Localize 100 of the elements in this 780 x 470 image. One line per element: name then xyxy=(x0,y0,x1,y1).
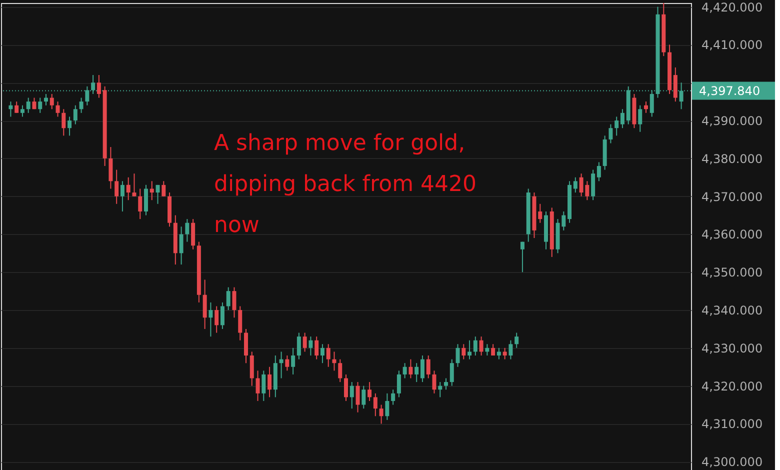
y-tick-label: 4,330.000 xyxy=(702,341,763,356)
candlestick xyxy=(591,169,596,201)
y-tick-label: 4,360.000 xyxy=(702,228,763,242)
candlestick xyxy=(150,180,154,201)
candlestick xyxy=(214,306,219,334)
candlestick xyxy=(420,355,424,383)
candlestick xyxy=(320,344,324,364)
y-tick-label: 4,310.000 xyxy=(702,417,763,432)
candlestick xyxy=(538,203,542,224)
candlestick xyxy=(250,351,254,386)
candlestick xyxy=(508,340,513,360)
candlestick xyxy=(391,389,396,406)
candlestick xyxy=(479,336,484,356)
candlestick xyxy=(326,344,330,368)
candlestick xyxy=(468,340,472,360)
candlestick xyxy=(296,332,301,360)
candlestick xyxy=(108,146,113,190)
candlestick xyxy=(96,74,101,98)
candlestick xyxy=(120,180,124,212)
candlestick xyxy=(362,385,366,410)
candlestick xyxy=(344,374,348,402)
candlestick xyxy=(444,378,448,390)
candlestick xyxy=(356,382,360,413)
candlestick xyxy=(268,366,272,398)
candlestick xyxy=(385,392,390,420)
candlestick xyxy=(68,116,72,136)
candlestick xyxy=(456,344,460,368)
candlestick xyxy=(138,188,142,220)
candlestick xyxy=(238,306,242,341)
candlestick xyxy=(473,336,478,356)
candlestick xyxy=(426,355,430,379)
candlestick xyxy=(226,286,230,311)
candlestick xyxy=(644,101,648,114)
candlestick xyxy=(332,351,336,372)
candlestick xyxy=(485,344,490,356)
y-tick-label: 4,390.000 xyxy=(702,114,763,128)
candlestick xyxy=(79,97,84,114)
candlestick xyxy=(179,226,184,266)
candlestick xyxy=(202,279,207,330)
candlestick xyxy=(620,108,624,129)
candlestick xyxy=(496,347,501,360)
candlestick xyxy=(450,358,454,386)
candlestick xyxy=(208,302,213,338)
ref-line-label: 4,397.840 xyxy=(699,84,760,98)
annotation: A sharp move for gold, dipping back from 4420 now xyxy=(214,131,476,238)
candlestick xyxy=(432,370,436,394)
candlestick xyxy=(279,351,284,379)
y-tick-label: 4,410.000 xyxy=(702,38,763,52)
candlestick xyxy=(514,332,519,348)
candlestick xyxy=(38,97,42,114)
candlestick xyxy=(302,332,307,352)
y-tick-label: 4,350.000 xyxy=(702,266,763,280)
candlestick xyxy=(132,173,136,197)
y-tick-label: 4,340.000 xyxy=(702,304,763,318)
candlestick xyxy=(462,344,466,360)
y-tick-label: 4,380.000 xyxy=(702,152,763,166)
candlestick xyxy=(14,101,19,114)
candlestick xyxy=(414,362,419,383)
candlestick xyxy=(73,104,78,125)
candlestick xyxy=(368,382,372,402)
candlestick xyxy=(56,101,60,118)
candlestick xyxy=(185,218,190,242)
candlestick xyxy=(373,392,378,417)
y-tick-label: 4,300.000 xyxy=(702,455,763,470)
candlestick xyxy=(256,370,260,402)
candlestick xyxy=(573,176,578,194)
candlestick xyxy=(379,404,384,424)
candlestick xyxy=(350,382,354,410)
candlestick xyxy=(402,362,407,379)
candlestick xyxy=(614,116,619,136)
y-tick-label: 4,320.000 xyxy=(702,379,763,394)
candlestick xyxy=(244,328,248,364)
candlestick xyxy=(114,169,119,204)
candlestick xyxy=(8,101,13,118)
candlestick xyxy=(62,108,66,136)
candlestick xyxy=(608,124,613,144)
y-tick-label: 4,370.000 xyxy=(702,190,763,204)
y-tick-label: 4,420.000 xyxy=(702,0,763,14)
candlestick xyxy=(308,336,313,356)
candlestick xyxy=(50,93,54,110)
candlestick xyxy=(408,358,413,379)
candlestick xyxy=(20,104,24,118)
candlestick xyxy=(502,347,507,360)
candlestick xyxy=(126,176,130,201)
candlestick xyxy=(438,382,442,398)
candlestick xyxy=(338,358,342,383)
candlestick xyxy=(220,302,224,330)
candlestick xyxy=(144,184,148,216)
candlestick xyxy=(26,97,30,114)
candlestick xyxy=(520,241,524,273)
candlestick xyxy=(191,218,196,250)
candlestick xyxy=(673,66,678,102)
candlestick xyxy=(638,104,642,132)
candlestick xyxy=(396,370,401,398)
candlestick xyxy=(232,286,236,318)
candlestick xyxy=(596,162,601,182)
candlestick xyxy=(314,336,319,360)
candlestick xyxy=(262,370,266,402)
candlestick xyxy=(285,355,290,372)
candlestick xyxy=(162,180,166,197)
